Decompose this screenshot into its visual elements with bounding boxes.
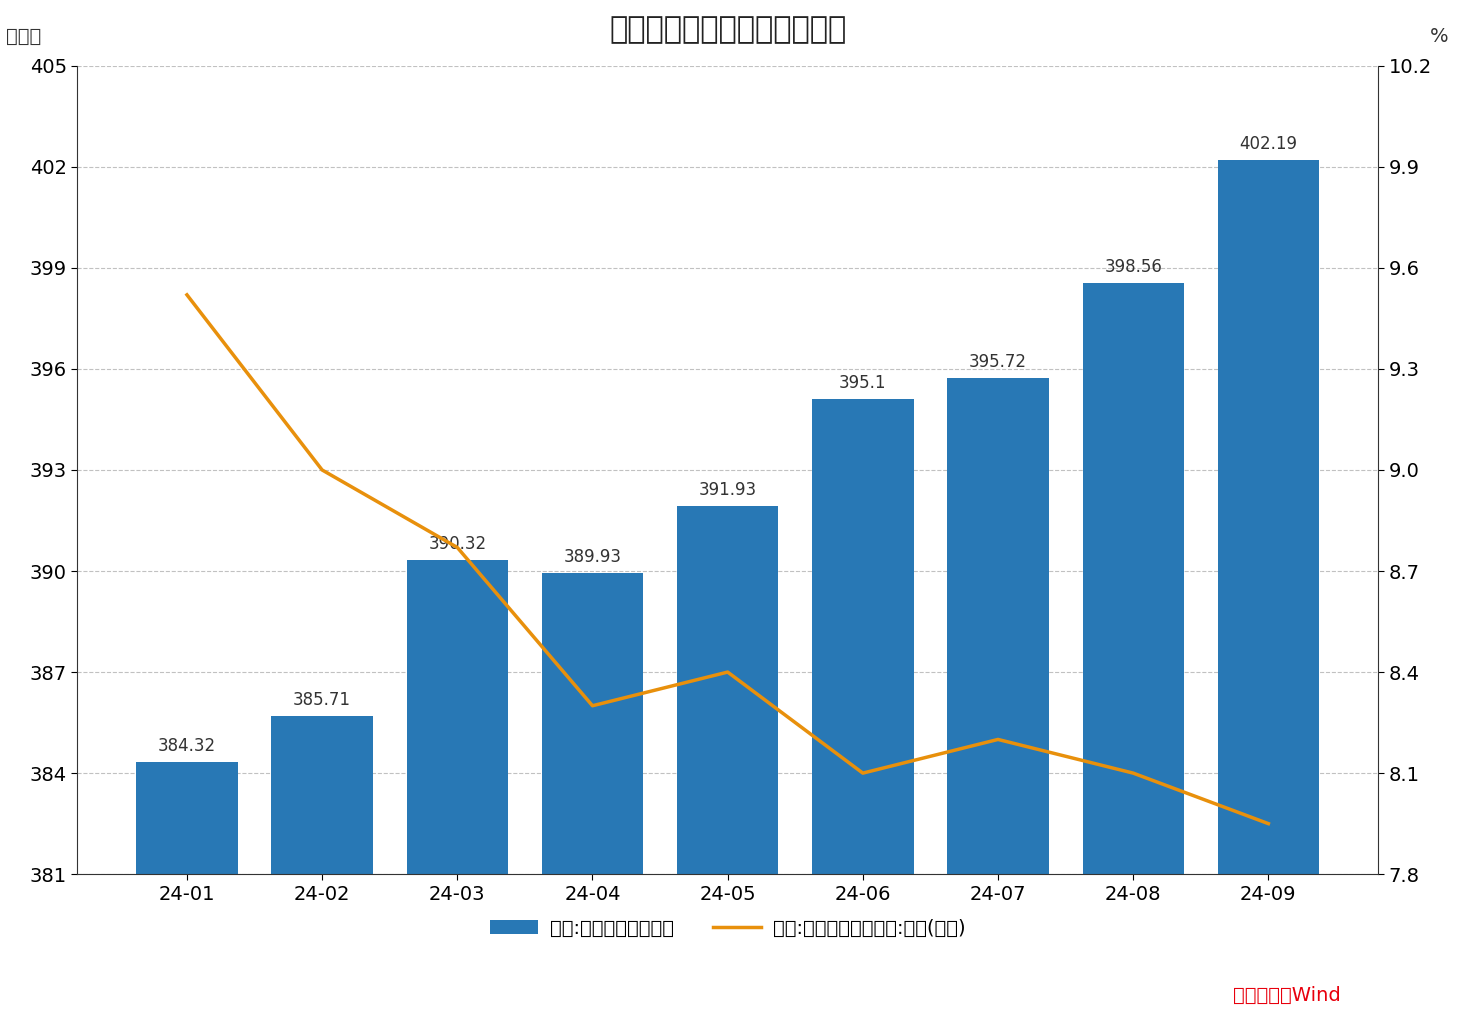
Bar [1218, 161, 1319, 874]
Text: 万亿元: 万亿元 [6, 27, 41, 45]
Bar [812, 399, 914, 874]
Text: 390.32: 390.32 [428, 535, 487, 554]
Text: 395.72: 395.72 [969, 354, 1027, 371]
Bar [137, 762, 237, 874]
Text: 398.56: 398.56 [1104, 258, 1163, 275]
Bar [407, 560, 508, 874]
Text: %: % [1431, 27, 1448, 45]
Legend: 中国:社会融资规模存量, 中国:社会融资规模存量:同比(右轴): 中国:社会融资规模存量, 中国:社会融资规模存量:同比(右轴) [482, 910, 973, 945]
Bar [1083, 282, 1185, 874]
Text: 402.19: 402.19 [1240, 135, 1297, 154]
Bar [542, 573, 643, 874]
Text: 384.32: 384.32 [157, 737, 216, 756]
Bar [678, 506, 778, 874]
Text: 391.93: 391.93 [698, 481, 756, 499]
Text: 385.71: 385.71 [293, 691, 351, 708]
Text: 数据来源：Wind: 数据来源：Wind [1233, 987, 1340, 1005]
Title: 社会融资规模存量及变化情况: 社会融资规模存量及变化情况 [609, 15, 847, 44]
Bar [271, 716, 373, 874]
Text: 389.93: 389.93 [564, 548, 622, 566]
Bar [947, 378, 1049, 874]
Text: 395.1: 395.1 [839, 374, 887, 392]
